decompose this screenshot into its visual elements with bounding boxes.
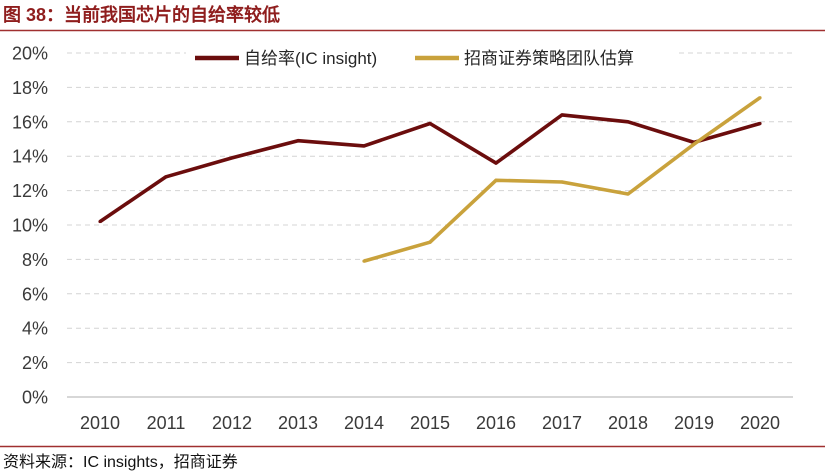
y-tick-label: 18% <box>12 78 48 98</box>
self-sufficiency-ic-insight-point <box>362 144 366 148</box>
self-sufficiency-ic-insight-point <box>230 156 234 160</box>
x-tick-label: 2014 <box>344 413 384 433</box>
self-sufficiency-ic-insight-point <box>296 139 300 143</box>
self-sufficiency-ic-insight-point <box>758 121 762 126</box>
y-tick-label: 14% <box>12 147 48 167</box>
self-sufficiency-ic-insight-point <box>494 161 498 165</box>
cmsc-strategy-estimate-point <box>560 180 564 184</box>
x-tick-label: 2011 <box>147 413 186 433</box>
gridlines <box>67 52 793 398</box>
x-axis-labels: 2010 2011 2012 2013 2014 2015 2016 2017 2018 2019… <box>80 413 780 433</box>
cmsc-strategy-estimate-point <box>428 240 432 244</box>
y-tick-label: 20% <box>12 44 48 64</box>
cmsc-strategy-estimate-point <box>494 178 498 182</box>
legend: 自给率(IC insight) 招商证券策略团队估算 <box>186 44 676 72</box>
y-tick-label: 12% <box>12 181 48 201</box>
y-tick-label: 8% <box>22 250 48 270</box>
x-tick-label: 2013 <box>278 413 318 433</box>
legend-item-cmsc-strategy-estimate: 招商证券策略团队估算 <box>415 49 634 68</box>
y-tick-label: 2% <box>22 353 48 373</box>
y-axis-labels: 0% 2% 4% 6% 8% 10% 12% 14% 16% 18% 20% <box>12 44 48 408</box>
series-lines <box>98 96 762 263</box>
x-tick-label: 2010 <box>80 413 120 433</box>
self-sufficiency-ic-insight-point <box>626 120 630 124</box>
legend-label: 招商证券策略团队估算 <box>464 49 634 68</box>
figure-title: 图 38：当前我国芯片的自给率较低 <box>3 4 280 25</box>
x-tick-label: 2015 <box>410 413 450 433</box>
source-note: 资料来源：IC insights，招商证券 <box>3 453 238 471</box>
legend-item-self-sufficiency-ic-insight: 自给率(IC insight) <box>195 49 377 68</box>
y-tick-label: 4% <box>22 319 48 339</box>
x-tick-label: 2019 <box>674 413 714 433</box>
y-tick-label: 0% <box>22 388 48 408</box>
self-sufficiency-ic-insight-point <box>98 219 102 224</box>
y-tick-label: 6% <box>22 284 48 304</box>
x-tick-label: 2012 <box>212 413 252 433</box>
x-tick-label: 2016 <box>476 413 516 433</box>
x-tick-label: 2018 <box>608 413 648 433</box>
x-tick-label: 2020 <box>740 413 780 433</box>
self-sufficiency-ic-insight-point <box>428 121 432 126</box>
cmsc-strategy-estimate-point <box>692 142 696 146</box>
y-tick-label: 16% <box>12 112 48 132</box>
x-tick-label: 2017 <box>542 413 582 433</box>
self-sufficiency-ic-insight-point <box>164 175 168 179</box>
cmsc-strategy-estimate-point <box>758 96 762 100</box>
cmsc-strategy-estimate-point <box>362 259 366 263</box>
legend-label: 自给率(IC insight) <box>244 49 377 68</box>
y-tick-label: 10% <box>12 216 48 236</box>
cmsc-strategy-estimate-point <box>626 192 630 196</box>
self-sufficiency-ic-insight-point <box>560 113 564 117</box>
